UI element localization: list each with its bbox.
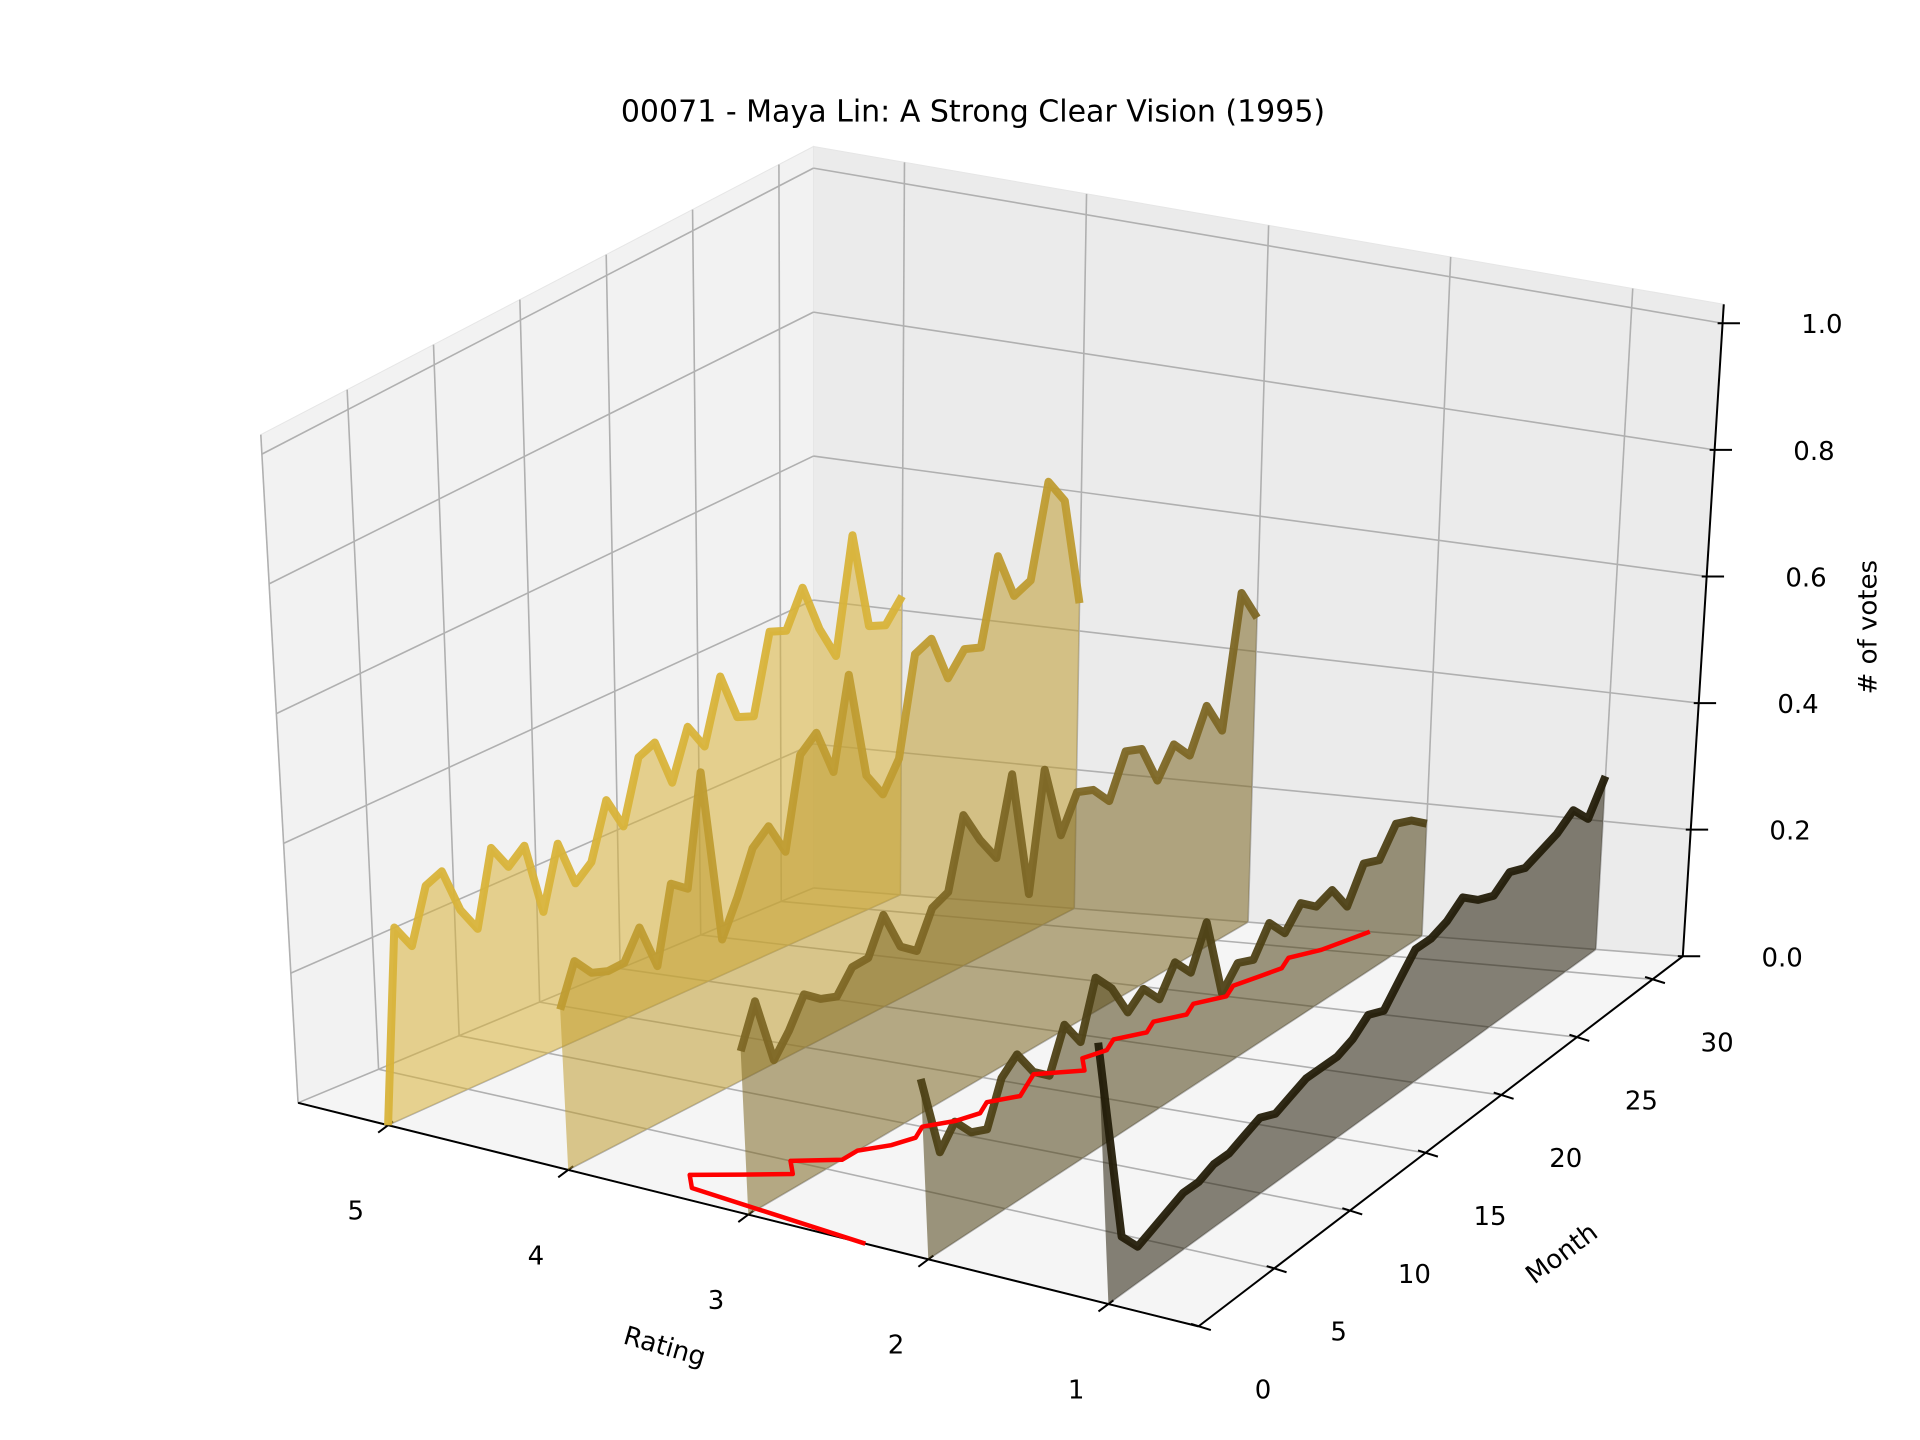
axis-line xyxy=(1197,955,1684,1328)
grid-line xyxy=(260,434,299,1103)
axis-line xyxy=(1681,304,1725,957)
grid-line xyxy=(1247,225,1270,923)
z-tick-label: 0.8 xyxy=(1793,437,1834,467)
grid-line xyxy=(1595,288,1634,950)
y-tick-label: 10 xyxy=(1398,1260,1431,1290)
grid-line xyxy=(261,167,814,455)
series-line xyxy=(1094,774,1610,1251)
grid-line xyxy=(283,599,814,845)
y-tick-label: 0 xyxy=(1255,1375,1272,1405)
grid-line xyxy=(813,455,1707,578)
x-tick-label: 2 xyxy=(888,1331,905,1361)
tick-mark xyxy=(1644,975,1666,985)
chart-title: 00071 - Maya Lin: A Strong Clear Vision … xyxy=(621,95,1325,130)
series-area xyxy=(560,481,1080,1170)
series-line xyxy=(916,816,1428,1157)
z-axis-label: # of votes xyxy=(1854,560,1884,694)
tick-mark xyxy=(1190,1322,1212,1332)
series-line xyxy=(384,531,906,1126)
x-tick-label: 3 xyxy=(708,1286,725,1316)
z-tick-label: 0.2 xyxy=(1769,817,1810,847)
x-tick-label: 5 xyxy=(348,1197,365,1227)
grid-line xyxy=(813,311,1715,451)
y-tick-label: 30 xyxy=(1701,1028,1734,1058)
y-tick-label: 20 xyxy=(1549,1144,1582,1174)
mean-rating-line xyxy=(687,929,1371,1246)
tick-mark xyxy=(1493,1091,1514,1100)
series-line xyxy=(736,589,1261,1065)
y-tick-label: 25 xyxy=(1625,1086,1658,1116)
x-tick-label: 4 xyxy=(528,1241,545,1271)
y-tick-label: 15 xyxy=(1474,1202,1507,1232)
series-line xyxy=(556,477,1084,1011)
grid-line xyxy=(1107,948,1597,1305)
series-area xyxy=(740,593,1258,1215)
x-tick-label: 1 xyxy=(1068,1375,1085,1405)
y-axis-label: Month xyxy=(1520,1217,1603,1290)
z-tick-label: 1.0 xyxy=(1801,310,1842,340)
z-tick-label: 0.6 xyxy=(1785,563,1826,593)
grid-line xyxy=(268,311,814,585)
x-axis-label: Rating xyxy=(620,1321,709,1373)
tick-mark xyxy=(1342,1207,1363,1216)
series-area xyxy=(920,820,1427,1260)
tick-mark xyxy=(1266,1265,1287,1274)
grid-line xyxy=(276,455,814,715)
grid-line xyxy=(346,389,380,1070)
z-tick-label: 0.4 xyxy=(1777,690,1818,720)
grid-line xyxy=(813,167,1723,325)
tick-mark xyxy=(1417,1149,1439,1158)
series-area xyxy=(388,535,903,1126)
tick-mark xyxy=(1569,1033,1590,1042)
y-tick-label: 5 xyxy=(1330,1318,1347,1348)
z-tick-label: 0.0 xyxy=(1761,943,1802,973)
